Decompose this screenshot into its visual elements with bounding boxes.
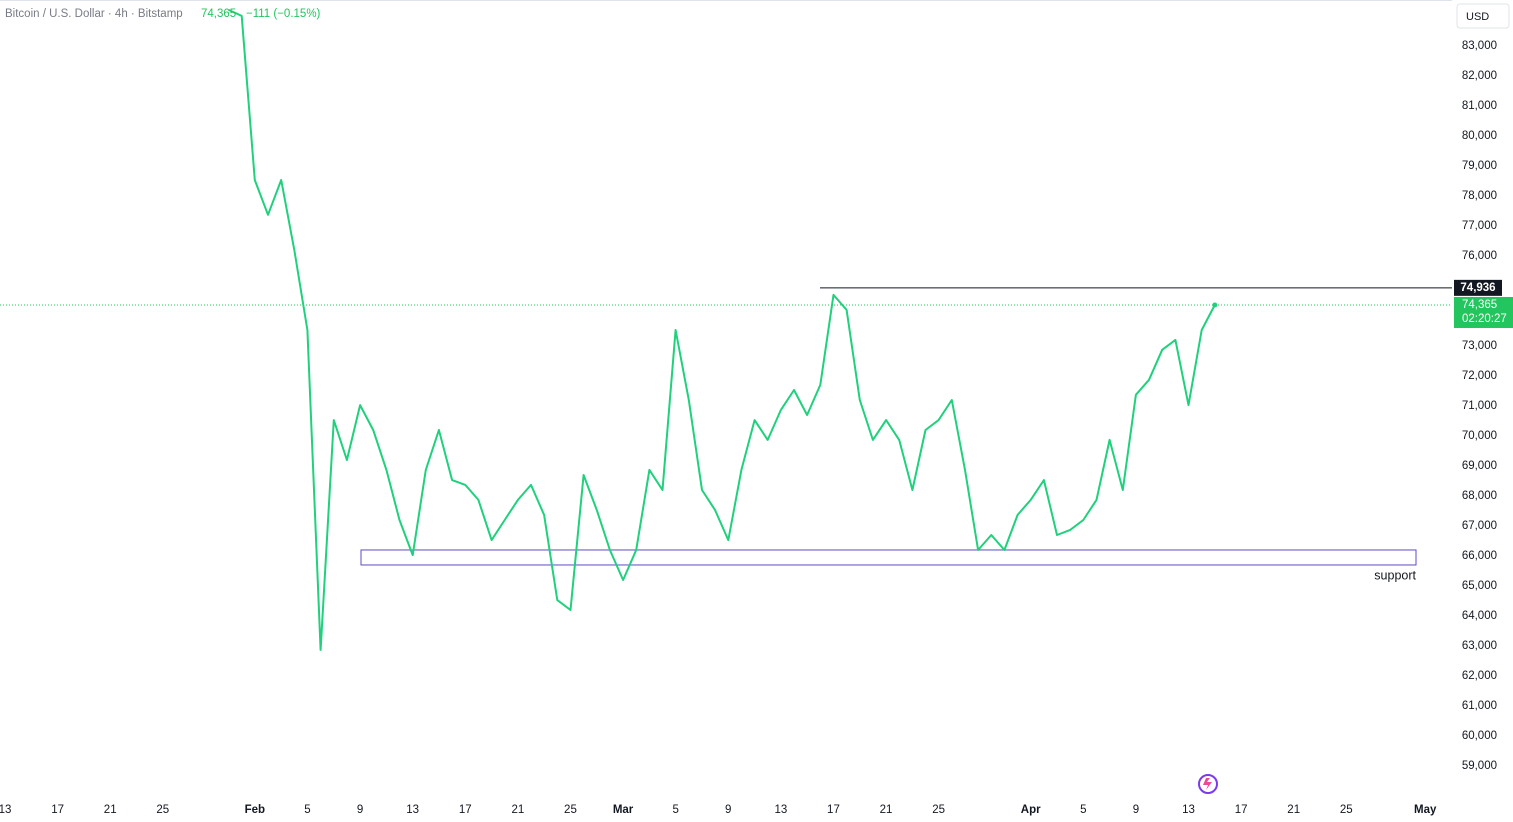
y-tick-label: 79,000 <box>1462 160 1497 172</box>
y-tick-label: 69,000 <box>1462 460 1497 472</box>
x-tick-label: 21 <box>880 804 893 816</box>
resistance-tag <box>1454 279 1502 296</box>
header-price: 74,365 <box>201 8 236 20</box>
x-tick-label: 21 <box>1287 804 1300 816</box>
y-tick-label: 67,000 <box>1462 520 1497 532</box>
x-tick-label: 13 <box>1182 804 1195 816</box>
last-point <box>1212 302 1218 308</box>
y-tick-label: 65,000 <box>1462 580 1497 592</box>
x-tick-label: 5 <box>1080 804 1086 816</box>
y-tick-label: 76,000 <box>1462 250 1497 262</box>
support-label: support <box>1374 568 1416 582</box>
x-tick-label: 13 <box>774 804 787 816</box>
y-tick-label: 60,000 <box>1462 730 1497 742</box>
x-tick-label: Apr <box>1021 804 1041 816</box>
x-tick-label: 9 <box>725 804 731 816</box>
y-tick-label: 61,000 <box>1462 700 1497 712</box>
x-tick-label: 25 <box>932 804 945 816</box>
x-tick-label: 5 <box>672 804 678 816</box>
x-tick-label: 5 <box>304 804 310 816</box>
x-tick-label: 21 <box>511 804 524 816</box>
x-tick-label: May <box>1414 804 1437 816</box>
x-tick-label: Mar <box>613 804 634 816</box>
y-tick-label: 62,000 <box>1462 670 1497 682</box>
y-tick-label: 70,000 <box>1462 430 1497 442</box>
y-tick-label: 63,000 <box>1462 640 1497 652</box>
x-tick-label: 17 <box>1235 804 1248 816</box>
y-tick-label: 72,000 <box>1462 370 1497 382</box>
x-tick-label: 25 <box>1340 804 1353 816</box>
y-tick-label: 71,000 <box>1462 400 1497 412</box>
y-tick-label: 66,000 <box>1462 550 1497 562</box>
currency-box[interactable] <box>1456 3 1510 29</box>
y-tick-label: 59,000 <box>1462 760 1497 772</box>
logo-icon <box>1198 774 1218 794</box>
y-tick-label: 73,000 <box>1462 340 1497 352</box>
price-tag-label: 74,365 <box>1462 299 1497 311</box>
x-tick-label: Feb <box>245 804 265 816</box>
y-tick-label: 81,000 <box>1462 100 1497 112</box>
x-tick-label: 21 <box>104 804 117 816</box>
x-tick-label: 25 <box>156 804 169 816</box>
resistance-tag-label: 74,936 <box>1460 282 1495 294</box>
support-zone <box>360 549 1417 566</box>
y-tick-label: 77,000 <box>1462 220 1497 232</box>
y-tick-label: 78,000 <box>1462 190 1497 202</box>
x-tick-label: 13 <box>0 804 11 816</box>
currency-label[interactable]: USD <box>1466 11 1489 23</box>
x-tick-label: 9 <box>357 804 363 816</box>
x-tick-label: 17 <box>459 804 472 816</box>
price-line <box>228 8 1216 651</box>
y-tick-label: 82,000 <box>1462 70 1497 82</box>
x-tick-label: 17 <box>51 804 64 816</box>
price-tag <box>1454 296 1513 328</box>
x-tick-label: 17 <box>827 804 840 816</box>
y-tick-label: 83,000 <box>1462 40 1497 52</box>
y-tick-label: 68,000 <box>1462 490 1497 502</box>
chart-title: Bitcoin / U.S. Dollar · 4h · Bitstamp <box>5 8 183 20</box>
countdown-label: 02:20:27 <box>1462 313 1507 325</box>
y-tick-label: 64,000 <box>1462 610 1497 622</box>
plot-area <box>0 8 1452 651</box>
x-tick-label: 9 <box>1133 804 1139 816</box>
header-change: −111 (−0.15%) <box>246 8 321 20</box>
y-tick-label: 80,000 <box>1462 130 1497 142</box>
x-tick-label: 25 <box>564 804 577 816</box>
x-tick-label: 13 <box>406 804 419 816</box>
